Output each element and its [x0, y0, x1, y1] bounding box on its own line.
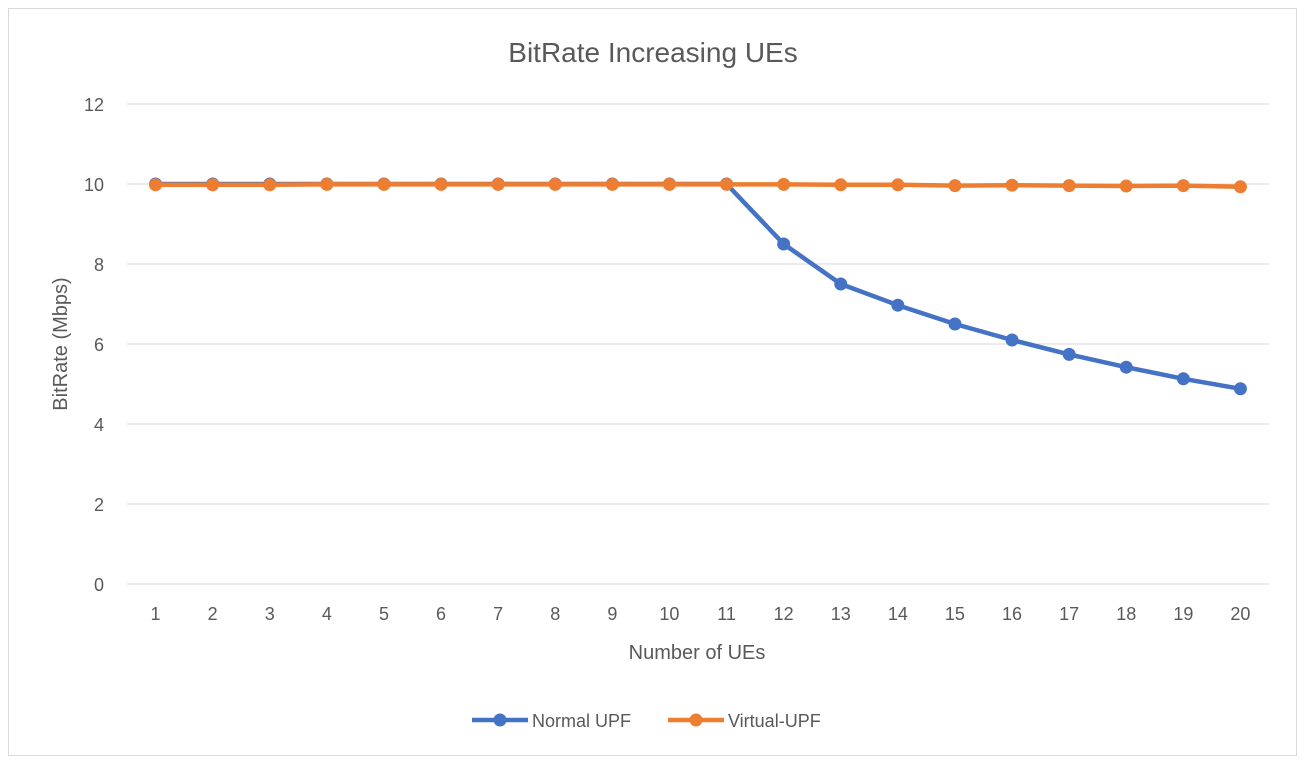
x-tick-label: 20 [1230, 604, 1250, 624]
x-tick-label: 14 [888, 604, 908, 624]
data-point-virtual-upf [1062, 179, 1076, 193]
data-point-normal-upf [1233, 382, 1247, 396]
legend-swatch-marker [689, 713, 703, 727]
data-point-normal-upf [948, 317, 962, 331]
x-tick-label: 4 [322, 604, 332, 624]
x-tick-label: 11 [717, 604, 736, 624]
y-axis-ticks: 0 2 4 6 8 10 12 [84, 95, 104, 595]
data-point-virtual-upf [1119, 179, 1133, 193]
y-tick-label: 10 [84, 175, 104, 195]
x-axis-ticks: 1 2 3 4 5 6 7 8 9 10 11 12 13 14 15 16 17 18 19 20 [151, 604, 1251, 624]
data-point-normal-upf [1005, 333, 1019, 347]
x-tick-label: 3 [265, 604, 275, 624]
x-tick-label: 15 [945, 604, 965, 624]
series-virtual-upf [149, 177, 1247, 194]
data-point-virtual-upf [320, 177, 334, 191]
data-point-virtual-upf [1233, 180, 1247, 194]
x-tick-label: 2 [208, 604, 218, 624]
legend-item-virtual-upf: Virtual-UPF [668, 711, 821, 731]
data-point-virtual-upf [206, 178, 220, 192]
data-point-normal-upf [1176, 372, 1190, 386]
x-tick-label: 13 [831, 604, 851, 624]
data-point-virtual-upf [149, 178, 163, 192]
data-point-normal-upf [1062, 347, 1076, 361]
data-point-virtual-upf [720, 177, 734, 191]
data-point-virtual-upf [948, 179, 962, 193]
x-tick-label: 5 [379, 604, 389, 624]
series-line-virtual-upf [153, 182, 1243, 190]
data-point-virtual-upf [548, 177, 562, 191]
legend: Normal UPF Virtual-UPF [472, 711, 821, 731]
legend-label: Virtual-UPF [728, 711, 821, 731]
data-point-normal-upf [891, 298, 905, 312]
data-point-normal-upf [777, 237, 791, 251]
series-lines [149, 177, 1247, 396]
gridlines [127, 103, 1269, 585]
data-point-normal-upf [834, 277, 848, 291]
x-tick-label: 10 [659, 604, 679, 624]
y-tick-label: 2 [94, 495, 104, 515]
data-point-virtual-upf [1176, 179, 1190, 193]
x-tick-label: 6 [436, 604, 446, 624]
data-point-virtual-upf [434, 177, 448, 191]
data-point-virtual-upf [777, 177, 791, 191]
y-tick-label: 8 [94, 255, 104, 275]
x-tick-label: 7 [493, 604, 503, 624]
data-point-normal-upf [1119, 360, 1133, 374]
x-tick-label: 1 [151, 604, 161, 624]
x-tick-label: 12 [774, 604, 794, 624]
legend-item-normal-upf: Normal UPF [472, 711, 631, 731]
data-point-virtual-upf [891, 178, 905, 192]
x-tick-label: 9 [607, 604, 617, 624]
data-point-virtual-upf [377, 177, 391, 191]
data-point-virtual-upf [605, 177, 619, 191]
x-tick-label: 17 [1059, 604, 1079, 624]
legend-swatch-marker [493, 713, 507, 727]
x-tick-label: 19 [1173, 604, 1193, 624]
chart-frame [8, 8, 1297, 756]
y-tick-label: 0 [94, 575, 104, 595]
x-tick-label: 8 [550, 604, 560, 624]
data-point-virtual-upf [662, 177, 676, 191]
data-point-virtual-upf [263, 178, 277, 192]
series-line-normal-upf [153, 181, 1243, 392]
series-normal-upf [149, 177, 1247, 396]
y-tick-label: 12 [84, 95, 104, 115]
data-point-virtual-upf [834, 178, 848, 192]
chart-title: BitRate Increasing UEs [508, 37, 797, 68]
x-axis-label: Number of UEs [629, 642, 766, 664]
y-axis-label: BitRate (Mbps) [50, 277, 72, 410]
y-tick-label: 6 [94, 335, 104, 355]
legend-label: Normal UPF [532, 711, 631, 731]
x-tick-label: 18 [1116, 604, 1136, 624]
data-point-virtual-upf [1005, 178, 1019, 192]
y-tick-label: 4 [94, 415, 104, 435]
data-point-virtual-upf [491, 177, 505, 191]
x-tick-label: 16 [1002, 604, 1022, 624]
